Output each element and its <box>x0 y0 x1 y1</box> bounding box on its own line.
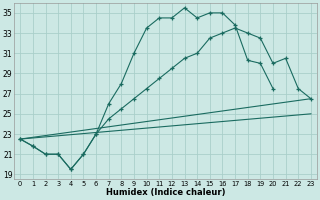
X-axis label: Humidex (Indice chaleur): Humidex (Indice chaleur) <box>106 188 225 197</box>
